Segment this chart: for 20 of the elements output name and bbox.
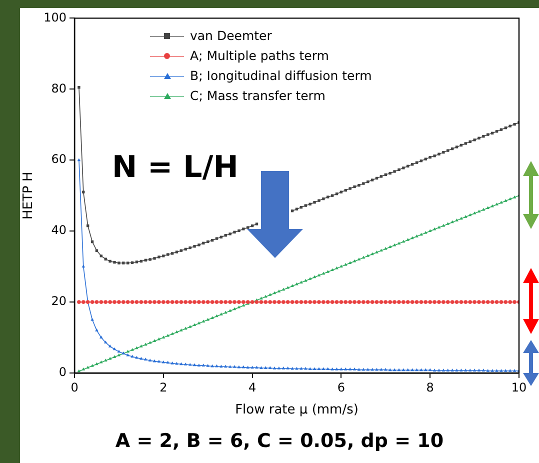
legend-label: A; Multiple paths term: [190, 47, 329, 65]
y-axis-title: HETP H: [21, 172, 36, 220]
x-tick-label: 8: [426, 380, 434, 394]
legend-label: C; Mass transfer term: [190, 87, 326, 105]
y-tick-label: 40: [51, 223, 67, 238]
x-tick-label: 4: [248, 380, 256, 394]
y-tick-label: 20: [51, 294, 67, 308]
y-tick-label: 80: [51, 81, 67, 96]
y-tick-label: 100: [44, 10, 67, 24]
x-tick-label: 2: [160, 380, 168, 394]
y-tick-label: 60: [51, 152, 67, 166]
legend-label: B; Iongitudinal diffusion term: [190, 67, 372, 85]
x-tick-label: 10: [511, 380, 527, 394]
y-tick-label: 0: [58, 365, 67, 380]
legend-label: van Deemter: [190, 27, 272, 45]
annotation: N = L/H: [112, 150, 238, 185]
text: A = 2, B = 6, C = 0.05, dp = 10: [114, 430, 445, 452]
x-tick-label: 6: [337, 380, 346, 394]
x-axis-title: Flow rate μ (mm/s): [235, 402, 358, 418]
x-tick-label: 0: [70, 380, 78, 394]
